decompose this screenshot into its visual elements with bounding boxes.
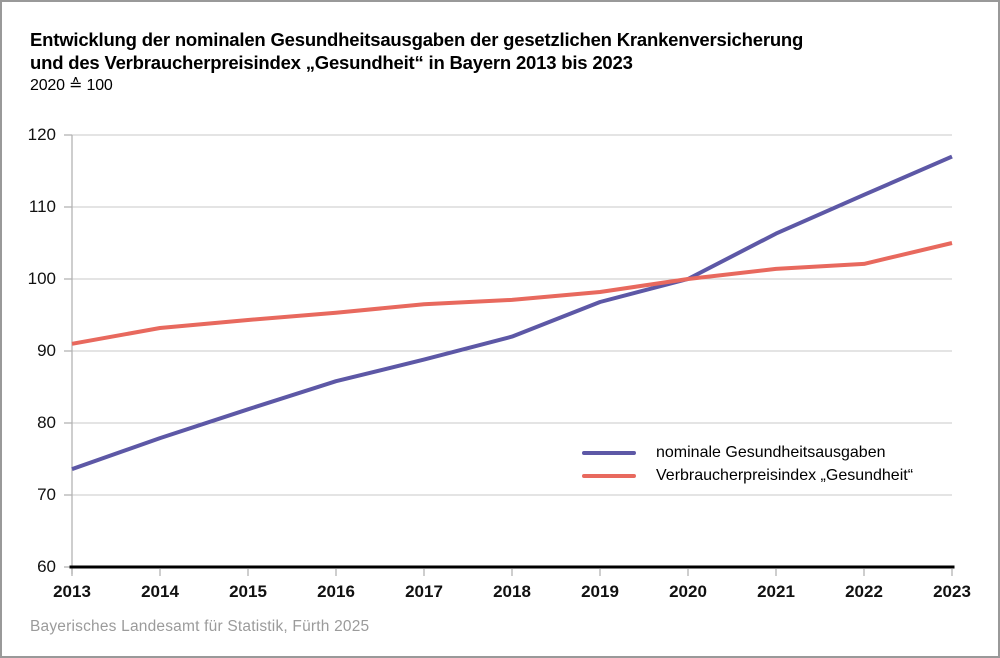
legend-row-nominale-gesundheitsausgaben: nominale Gesundheitsausgaben <box>582 441 913 464</box>
legend: nominale Gesundheitsausgaben Verbraucher… <box>582 441 913 487</box>
series-line-0 <box>71 154 953 471</box>
x-axis-label-2020: 2020 <box>669 582 707 601</box>
source-attribution: Bayerisches Landesamt für Statistik, Für… <box>30 618 370 635</box>
chart-title-line2: und des Verbraucherpreisindex „Gesundhei… <box>30 52 633 73</box>
series-line-1 <box>71 241 953 346</box>
legend-swatch-red-line <box>582 473 636 478</box>
x-axis-label-2016: 2016 <box>317 582 355 601</box>
y-axis-label-90: 90 <box>37 341 56 360</box>
y-axis-label-80: 80 <box>37 413 56 432</box>
y-axis-label-100: 100 <box>27 269 56 288</box>
x-axis-label-2022: 2022 <box>845 582 883 601</box>
legend-swatch-purple-line <box>582 450 636 455</box>
x-axis-label-2014: 2014 <box>141 582 179 601</box>
legend-label: Verbraucherpreisindex „Gesundheit“ <box>656 466 914 484</box>
y-axis-label-60: 60 <box>37 557 56 576</box>
x-axis-label-2013: 2013 <box>53 582 91 601</box>
chart-subtitle: 2020 ≙ 100 <box>30 77 113 94</box>
x-axis-label-2021: 2021 <box>757 582 795 601</box>
x-axis-label-2017: 2017 <box>405 582 443 601</box>
y-axis-label-110: 110 <box>28 197 56 216</box>
chart-title-line1: Entwicklung der nominalen Gesundheitsaus… <box>30 29 804 50</box>
y-axis-label-70: 70 <box>37 485 56 504</box>
legend-row-verbraucherpreisindex: Verbraucherpreisindex „Gesundheit“ <box>582 464 913 487</box>
x-axis-label-2019: 2019 <box>581 582 619 601</box>
x-axis-label-2023: 2023 <box>933 582 971 601</box>
x-axis-label-2018: 2018 <box>493 582 531 601</box>
x-axis-label-2015: 2015 <box>229 582 267 601</box>
chart-title: Entwicklung der nominalen Gesundheitsaus… <box>30 28 980 97</box>
y-axis-label-120: 120 <box>27 125 56 144</box>
legend-label: nominale Gesundheitsausgaben <box>656 443 886 461</box>
